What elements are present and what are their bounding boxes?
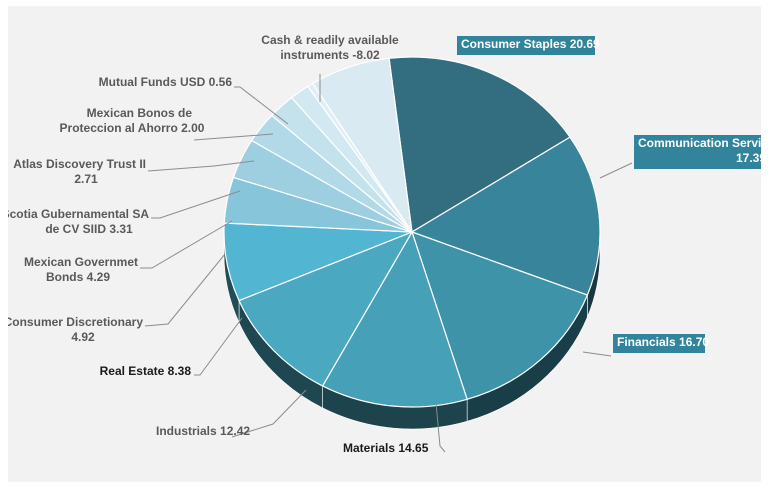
data-label-1: Communication Services17.39 — [638, 136, 761, 165]
data-label-4: Industrials 12.42 — [156, 424, 250, 438]
pie-slice-4[interactable] — [238, 230, 414, 387]
data-label-9-line-1: 2.71 — [74, 172, 98, 186]
data-label-5: Real Estate 8.38 — [100, 364, 192, 378]
leader-line-4 — [231, 389, 307, 438]
data-label-0-line-0: Consumer Staples 20.69 — [461, 37, 600, 51]
leader-line-1 — [599, 162, 633, 179]
data-label-10-line-1: Proteccion al Ahorro 2.00 — [60, 121, 205, 135]
data-label-8-line-0: Scotia Gubernamental SA — [8, 207, 149, 221]
chart-panel: Consumer Staples 20.69 Communication Serv… — [8, 6, 761, 482]
data-label-6-line-0: Consumer Discretionary — [8, 315, 143, 329]
pie-slice-2[interactable] — [411, 231, 589, 401]
data-label-10: Mexican Bonos de Proteccion al Ahorro 2.0… — [60, 106, 205, 135]
data-label-0: Consumer Staples 20.69 — [461, 37, 600, 51]
data-label-12-line-1: instruments -8.02 — [280, 48, 380, 62]
data-label-9-line-0: Atlas Discovery Trust II — [13, 157, 146, 171]
pie-slices — [223, 56, 601, 408]
data-label-8: Scotia Gubernamental SA de CV SIID 3.31 — [8, 207, 149, 236]
data-label-12: Cash & readily available instruments -8.0… — [261, 33, 399, 62]
data-label-2: Financials 16.70 — [617, 335, 709, 349]
data-label-4-line-0: Industrials 12.42 — [156, 424, 250, 438]
pie-chart: Consumer Staples 20.69 Communication Serv… — [8, 33, 761, 455]
data-label-3: Materials 14.65 — [343, 441, 429, 455]
data-label-1-line-1: 17.39 — [736, 151, 761, 165]
label-box-1 — [634, 135, 761, 169]
data-label-1-line-0: Communication Services — [638, 136, 761, 150]
leader-line-6 — [144, 253, 226, 327]
leader-line-9 — [147, 160, 255, 172]
data-label-8-line-1: de CV SIID 3.31 — [45, 222, 133, 236]
data-label-5-line-0: Real Estate 8.38 — [100, 364, 192, 378]
pie-slice-1[interactable] — [410, 136, 601, 296]
leader-line-11 — [234, 86, 289, 125]
data-label-6-line-1: 4.92 — [71, 330, 95, 344]
data-label-7-line-0: Mexican Governmet — [24, 255, 138, 269]
data-label-7-line-1: Bonds 4.29 — [46, 270, 110, 284]
leader-line-3 — [435, 402, 446, 453]
label-box-2 — [613, 334, 705, 353]
pie-slice-0[interactable] — [388, 56, 571, 233]
leader-lines — [140, 74, 633, 453]
data-label-6: Consumer Discretionary 4.92 — [8, 315, 143, 344]
data-label-10-line-0: Mexican Bonos de — [87, 106, 193, 120]
data-label-7: Mexican Governmet Bonds 4.29 — [24, 255, 138, 284]
data-label-11: Mutual Funds USD 0.56 — [99, 75, 233, 89]
data-label-2-line-0: Financials 16.70 — [617, 335, 709, 349]
data-labels: Consumer Staples 20.69 Communication Serv… — [8, 33, 761, 455]
data-label-9: Atlas Discovery Trust II 2.71 — [13, 157, 146, 186]
label-box-0 — [457, 36, 595, 55]
leader-line-8 — [151, 190, 241, 219]
leader-line-5 — [194, 317, 243, 376]
pie-slice-3[interactable] — [321, 230, 468, 408]
data-label-3-line-0: Materials 14.65 — [343, 441, 429, 455]
leader-line-10 — [193, 133, 274, 141]
leader-line-2 — [582, 351, 612, 357]
pie-slice-12[interactable] — [311, 57, 413, 233]
data-label-11-line-0: Mutual Funds USD 0.56 — [99, 75, 233, 89]
leader-line-7 — [140, 220, 233, 269]
data-label-12-line-0: Cash & readily available — [261, 33, 399, 47]
